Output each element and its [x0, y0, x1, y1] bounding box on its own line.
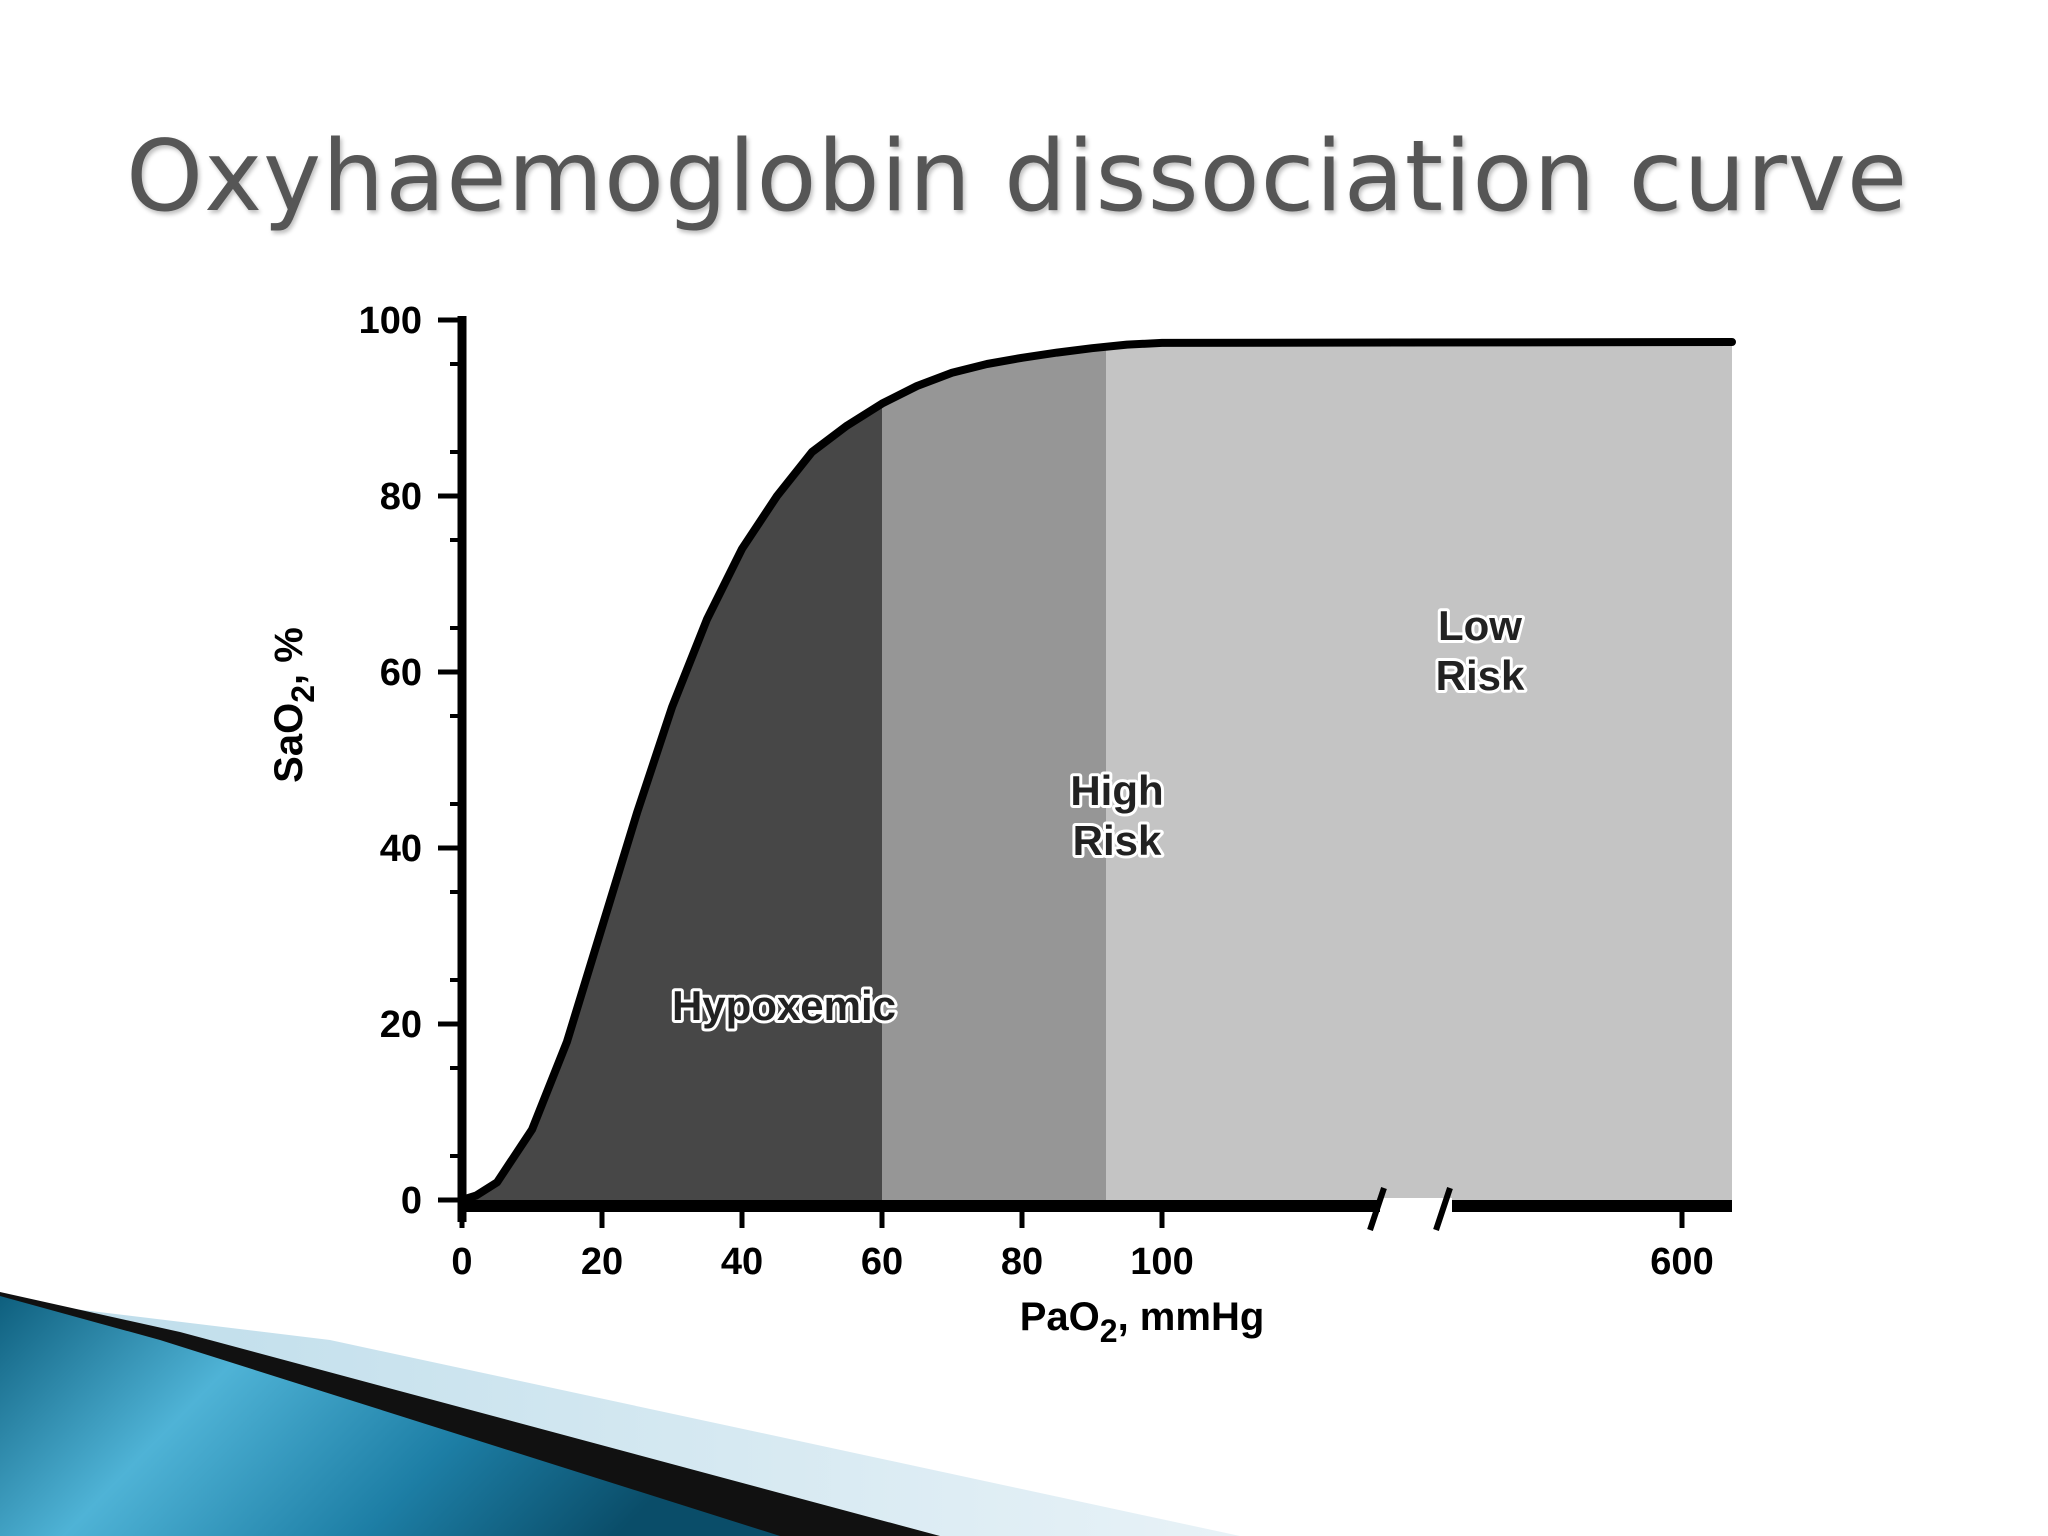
decorative-ribbon [0, 1292, 1240, 1536]
y-tick-label: 60 [380, 652, 422, 694]
y-tick-label: 40 [380, 828, 422, 870]
x-tick-label: 20 [581, 1241, 623, 1283]
plot-axes: 0 20 40 60 80 100 0 20 40 60 80 100 600 [359, 300, 1732, 1283]
plot-labels: PaO2, mmHg SaO2, % Hypoxemic High Risk Low Ris… [267, 599, 1528, 1349]
y-axis-title: SaO2, % [267, 627, 321, 783]
x-tick-label: 100 [1130, 1241, 1193, 1283]
slide-title: Oxyhaemoglobin dissociation curve [126, 120, 1909, 234]
axis-break-gap [1380, 1198, 1452, 1218]
x-tick-label: 600 [1650, 1241, 1713, 1283]
y-tick-label: 20 [380, 1004, 422, 1046]
region-label-high-risk: High Risk [1070, 767, 1163, 864]
axis-break-mark [1433, 1187, 1453, 1231]
region-label-low-risk: Low Risk [1436, 602, 1525, 699]
ribbon-blue [0, 1296, 780, 1536]
y-tick-label: 0 [401, 1180, 422, 1222]
saturation-curve [458, 338, 1736, 1204]
axis-break-mark [1367, 1187, 1387, 1231]
x-axis-title: PaO2, mmHg [1020, 1295, 1265, 1349]
region-hypoxemic [462, 403, 882, 1201]
x-tick-label: 0 [451, 1241, 472, 1283]
region-low-risk [1106, 342, 1732, 1200]
y-tick-label: 100 [359, 300, 422, 342]
region-label-hypoxemic: Hypoxemic [672, 982, 896, 1029]
plot-regions [462, 342, 1732, 1218]
x-tick-label: 40 [721, 1241, 763, 1283]
x-tick-label: 80 [1001, 1241, 1043, 1283]
x-tick-label: 60 [861, 1241, 903, 1283]
plot-curve [458, 338, 1736, 1204]
y-tick-label: 80 [380, 476, 422, 518]
region-high-risk [882, 346, 1106, 1200]
